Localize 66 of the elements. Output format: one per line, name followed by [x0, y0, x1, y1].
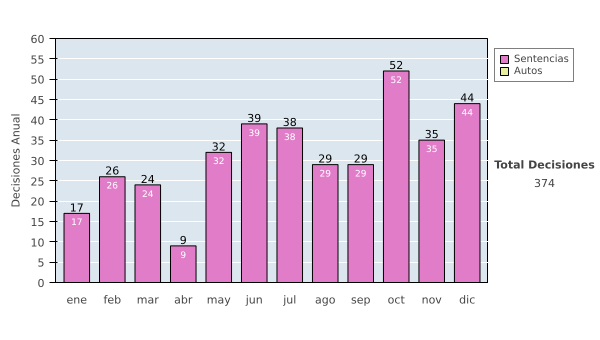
bar: [312, 164, 339, 282]
y-tick-label: 15: [30, 216, 45, 229]
x-tick-label: dic: [459, 294, 476, 306]
bar: [170, 245, 197, 282]
bar: [64, 212, 90, 282]
data-label: 32: [213, 157, 224, 168]
total-label: 17: [70, 201, 84, 214]
y-tick-label: 45: [30, 94, 45, 107]
y-axis-title: Decisiones Anual: [10, 113, 23, 208]
data-label: 24: [142, 190, 154, 200]
data-label: 39: [248, 128, 260, 139]
x-tick-label: jun: [244, 294, 263, 306]
text: 374: [534, 177, 555, 190]
y-tick-label: 25: [30, 175, 45, 188]
y-tick-label: 40: [30, 114, 45, 128]
y-tick-label: 5: [38, 256, 44, 270]
total-label: 44: [460, 92, 474, 105]
y-tick-label: 20: [30, 196, 45, 209]
total-label: 35: [424, 128, 439, 142]
data-label: 52: [390, 76, 402, 86]
data-label: 38: [284, 132, 296, 143]
total-label: 38: [282, 116, 297, 129]
x-tick-label: ene: [66, 294, 88, 306]
data-label: 35: [426, 145, 438, 156]
total-label: 26: [105, 164, 120, 178]
data-label: 17: [71, 218, 83, 228]
data-label: 9: [180, 250, 186, 261]
data-label: 44: [461, 108, 474, 118]
bar: [418, 140, 445, 282]
total-label: 29: [318, 152, 332, 166]
x-tick-label: sep: [350, 294, 370, 306]
y-tick-label: 50: [30, 74, 45, 87]
data-label: 29: [355, 169, 367, 180]
total-label: 29: [354, 152, 368, 166]
x-tick-label: ago: [315, 294, 336, 306]
total-label: 39: [247, 112, 262, 125]
bar: [347, 164, 374, 282]
total-label: 32: [212, 140, 226, 154]
text: Total Decisiones: [494, 158, 596, 172]
bar: [454, 103, 480, 282]
y-tick-label: 55: [30, 53, 45, 66]
x-tick-label: nov: [422, 294, 442, 306]
data-label: 29: [320, 169, 332, 180]
y-tick-label: 30: [30, 155, 45, 168]
x-tick-label: oct: [388, 294, 406, 306]
bar: [240, 123, 268, 282]
x-tick-label: may: [206, 294, 232, 306]
y-tick-label: 35: [30, 134, 45, 148]
data-label: 26: [106, 182, 118, 192]
x-tick-label: mar: [136, 294, 160, 306]
x-tick-label: jul: [282, 294, 296, 306]
x-tick-label: abr: [174, 294, 193, 306]
total-label: 52: [389, 59, 404, 72]
legend-label: Autos: [514, 65, 542, 77]
bar: [205, 152, 232, 282]
bar: [276, 127, 304, 282]
bar: [382, 70, 410, 282]
y-tick-label: 10: [30, 236, 45, 250]
bar: [99, 176, 126, 282]
total-label: 9: [180, 234, 187, 247]
y-tick-label: 0: [38, 277, 44, 290]
y-tick-label: 60: [30, 33, 45, 46]
bar: [134, 184, 162, 282]
legend-label: Sentencias: [514, 53, 569, 65]
x-tick-label: feb: [103, 294, 122, 306]
total-label: 24: [140, 172, 155, 186]
